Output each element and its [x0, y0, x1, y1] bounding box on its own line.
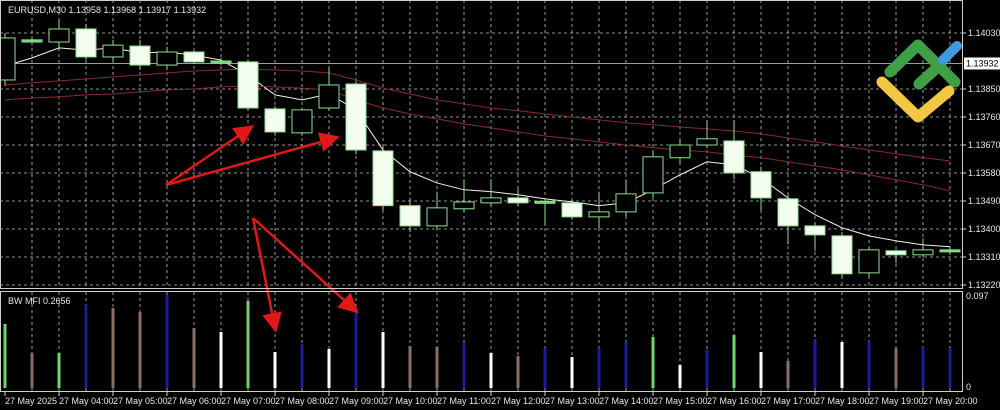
- bull-candle: [534, 200, 556, 204]
- bear-candle: [750, 171, 772, 199]
- x-tick-label: 27 May 19:00: [869, 396, 924, 406]
- moving-average-line: [4, 68, 951, 162]
- x-tick-label: 27 May 17:00: [761, 396, 816, 406]
- y-tick-label: 1.13760: [968, 112, 1000, 122]
- x-tick-label: 27 May 08:00: [275, 396, 330, 406]
- bear-candle: [777, 198, 799, 227]
- x-tick-label: 27 May 12:00: [491, 396, 546, 406]
- x-tick-label: 27 May 04:00: [59, 396, 114, 406]
- bull-candle: [291, 109, 313, 134]
- x-tick-label: 27 May 16:00: [707, 396, 762, 406]
- bull-candle: [642, 156, 664, 194]
- mfi-indicator-title: BW MFI 0.2656: [8, 296, 71, 306]
- annotation-arrows: [165, 125, 359, 333]
- red-arrow: [165, 125, 255, 187]
- bear-candle: [561, 202, 583, 218]
- bull-candle: [210, 60, 232, 64]
- bull-candle: [939, 249, 961, 253]
- y-tick-label: 1.14030: [968, 28, 1000, 38]
- bull-candle: [48, 28, 70, 43]
- mfi-axis-min: 0: [966, 382, 971, 392]
- logo-blue-stroke: [938, 41, 962, 65]
- bear-candle: [183, 51, 205, 63]
- bear-candle: [129, 45, 151, 66]
- moving-average-line: [4, 47, 951, 248]
- red-arrow: [251, 217, 282, 333]
- bull-candle: [102, 44, 124, 58]
- moving-averages: [4, 47, 951, 248]
- bull-candle: [426, 207, 448, 227]
- red-arrow: [165, 132, 340, 187]
- indicator-panel-frame: [0, 291, 963, 392]
- current-price-label: 1.13932: [966, 58, 999, 68]
- bear-candle: [507, 197, 529, 204]
- logo-yellow-v: [876, 76, 955, 123]
- x-tick-label: 27 May 14:00: [599, 396, 654, 406]
- bull-candle: [669, 144, 691, 159]
- x-tick-label: 27 May 07:00: [221, 396, 276, 406]
- x-tick-label: 27 May 20:00: [923, 396, 978, 406]
- bear-candle: [345, 83, 367, 151]
- bull-candle: [0, 37, 16, 81]
- mfi-axis-max: 0.097: [966, 291, 989, 301]
- y-tick-label: 1.13580: [968, 168, 1000, 178]
- chart-title: EURUSD,M30 1.13958 1.13968 1.13917 1.139…: [8, 5, 207, 15]
- y-tick-label: 1.13850: [968, 84, 1000, 94]
- x-tick-label: 27 May 11:00: [437, 396, 491, 406]
- red-arrow: [252, 217, 359, 314]
- x-tick-label: 27 May 13:00: [545, 396, 600, 406]
- x-tick-label: 27 May 2025: [5, 396, 57, 406]
- x-tick-label: 27 May 15:00: [653, 396, 708, 406]
- candles: [0, 19, 961, 279]
- current-price-badge: [964, 57, 1000, 70]
- bull-candle: [696, 138, 718, 146]
- logo-green-stroke: [913, 58, 947, 90]
- y-tick-label: 1.13490: [968, 196, 1000, 206]
- y-tick-label: 1.13670: [968, 140, 1000, 150]
- main-panel-frame: [0, 0, 963, 289]
- bear-candle: [723, 140, 745, 174]
- y-tick-label: 1.13310: [968, 252, 1000, 262]
- bear-candle: [264, 108, 286, 133]
- x-tick-label: 27 May 09:00: [329, 396, 384, 406]
- bull-candle: [480, 197, 502, 204]
- bear-candle: [804, 225, 826, 236]
- brand-logo-icon: [876, 39, 962, 123]
- moving-average-line: [4, 85, 951, 192]
- bull-candle: [588, 211, 610, 218]
- x-tick-label: 27 May 06:00: [167, 396, 222, 406]
- bear-candle: [237, 61, 259, 109]
- bear-candle: [831, 235, 853, 275]
- x-tick-label: 27 May 10:00: [383, 396, 438, 406]
- bear-candle: [75, 28, 97, 58]
- bull-candle: [318, 84, 340, 109]
- bear-candle: [885, 250, 907, 256]
- bull-candle: [615, 193, 637, 213]
- bear-candle: [372, 150, 394, 207]
- y-tick-label: 1.13400: [968, 224, 1000, 234]
- y-tick-label: 1.13220: [968, 280, 1000, 290]
- bull-candle: [21, 39, 43, 43]
- bull-candle: [453, 201, 475, 210]
- mfi-bars: [3, 294, 952, 388]
- x-tick-label: 27 May 05:00: [113, 396, 168, 406]
- bull-candle: [912, 249, 934, 256]
- x-tick-label: 27 May 18:00: [815, 396, 870, 406]
- bull-candle: [858, 249, 880, 274]
- bull-candle: [156, 51, 178, 66]
- bear-candle: [399, 205, 421, 227]
